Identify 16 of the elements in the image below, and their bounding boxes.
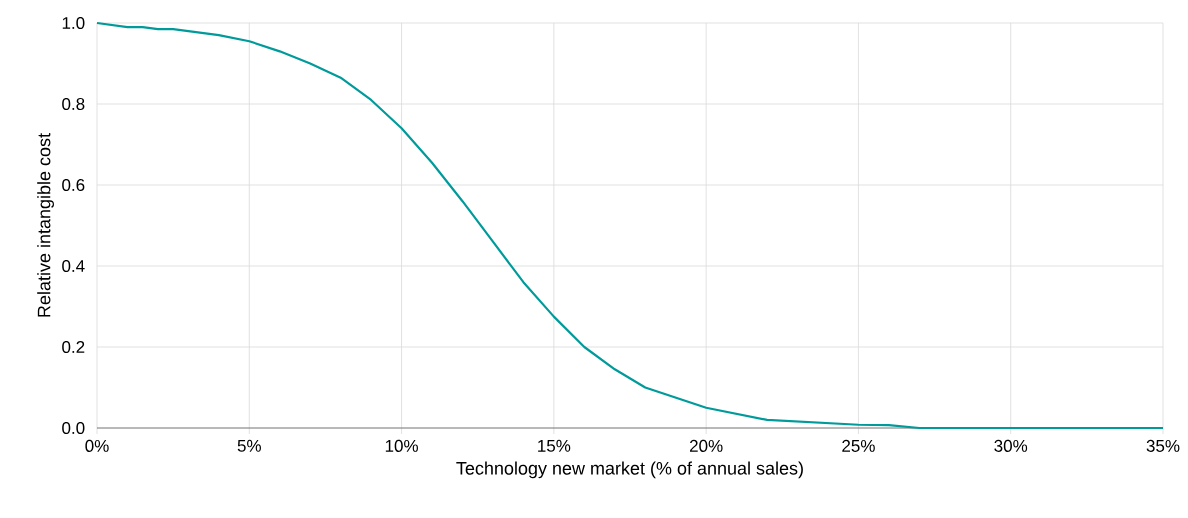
x-tick-label: 30%: [994, 439, 1028, 452]
x-tick-label: 15%: [538, 439, 571, 452]
y-tick-label: 0.6: [62, 178, 85, 192]
x-axis-title: Technology new market (% of annual sales): [456, 461, 803, 479]
y-tick-label: 0.4: [62, 259, 85, 273]
y-tick-label: 0.0: [62, 421, 85, 435]
y-axis-title: Relative intangible cost: [37, 133, 54, 317]
y-tick-label: 0.2: [62, 340, 85, 354]
x-tick-label: 5%: [237, 439, 261, 452]
x-tick-label: 10%: [385, 439, 418, 452]
x-tick-label: 20%: [689, 439, 723, 452]
y-tick-label: 1.0: [62, 16, 85, 30]
x-tick-label: 25%: [842, 439, 875, 452]
x-tick-label: 35%: [1146, 439, 1180, 452]
x-tick-label: 0%: [85, 439, 109, 452]
y-tick-label: 0.8: [62, 97, 85, 111]
